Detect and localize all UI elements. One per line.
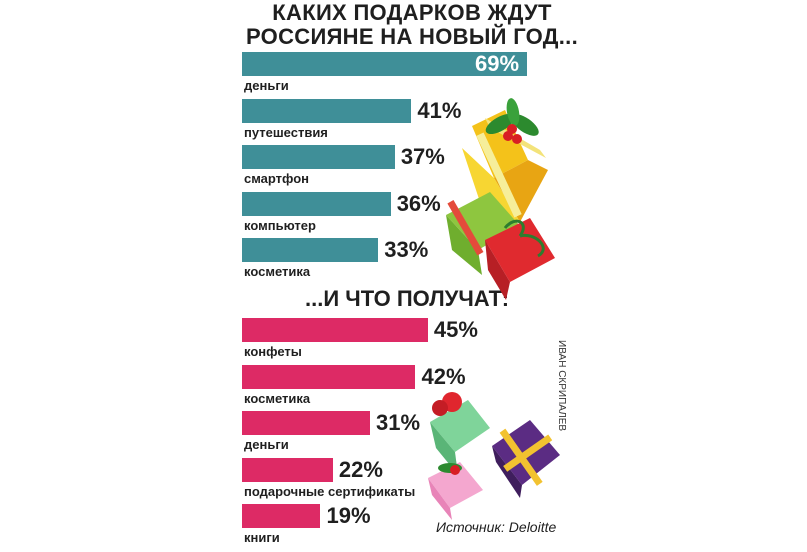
bar <box>242 318 428 342</box>
bar-row: 69% деньги <box>242 51 582 100</box>
bar <box>242 504 321 528</box>
bar <box>242 411 371 435</box>
bar-value-label: 31% <box>376 410 421 435</box>
bar-row: 45% конфеты <box>242 317 582 366</box>
bar-value-label: 69% <box>475 51 520 76</box>
bar <box>242 191 391 216</box>
gift-illustrations <box>428 98 560 520</box>
gift-box-icon-pink <box>428 462 483 520</box>
bar-row: 19% книги <box>242 503 582 552</box>
bar-row: 36% компьютер <box>242 190 582 240</box>
bar-row: 42% косметика <box>242 363 582 413</box>
category-label: косметика <box>244 390 311 406</box>
bar <box>242 457 333 482</box>
category-label: смартфон <box>244 171 310 186</box>
category-label: косметика <box>244 264 311 279</box>
source-note: Источник: Deloitte <box>436 519 557 535</box>
category-label: деньги <box>244 78 289 93</box>
chart-title-line-1: КАКИХ ПОДАРКОВ ЖДУТ <box>272 0 552 25</box>
bar <box>242 145 395 169</box>
gift-box-icon-mint <box>430 392 490 475</box>
section-subtitle: ...И ЧТО ПОЛУЧАТ: <box>305 286 510 311</box>
bar <box>242 364 416 389</box>
bar <box>242 52 527 76</box>
bar <box>242 238 379 262</box>
bar-row: 33% косметика <box>242 237 582 286</box>
gift-box-icon-purple <box>492 420 560 498</box>
bar-value-label: 36% <box>396 190 441 216</box>
bar-row: 22% подарочные сертификаты <box>242 456 582 506</box>
bar-value-label: 22% <box>338 456 383 482</box>
category-label: компьютер <box>244 217 316 233</box>
holly-icon <box>485 98 539 144</box>
chart-title-line-2: РОССИЯНЕ НА НОВЫЙ ГОД... <box>245 24 579 49</box>
bar-row: 41% путешествия <box>242 97 582 147</box>
category-label: путешествия <box>244 124 328 140</box>
bar-value-label: 37% <box>400 144 445 169</box>
bar-value-label: 33% <box>384 237 429 262</box>
bar <box>242 98 412 123</box>
category-label: подарочные сертификаты <box>244 483 416 499</box>
bar-value-label: 45% <box>433 317 478 342</box>
category-label: деньги <box>244 437 289 452</box>
bar-value-label: 41% <box>417 97 462 123</box>
bar-value-label: 19% <box>326 503 371 528</box>
bar-value-label: 42% <box>421 363 466 389</box>
bar-row: 37% смартфон <box>242 144 582 193</box>
gift-box-icon-red <box>485 218 555 300</box>
category-label: конфеты <box>244 344 302 359</box>
bar-row: 31% деньги <box>242 410 582 459</box>
